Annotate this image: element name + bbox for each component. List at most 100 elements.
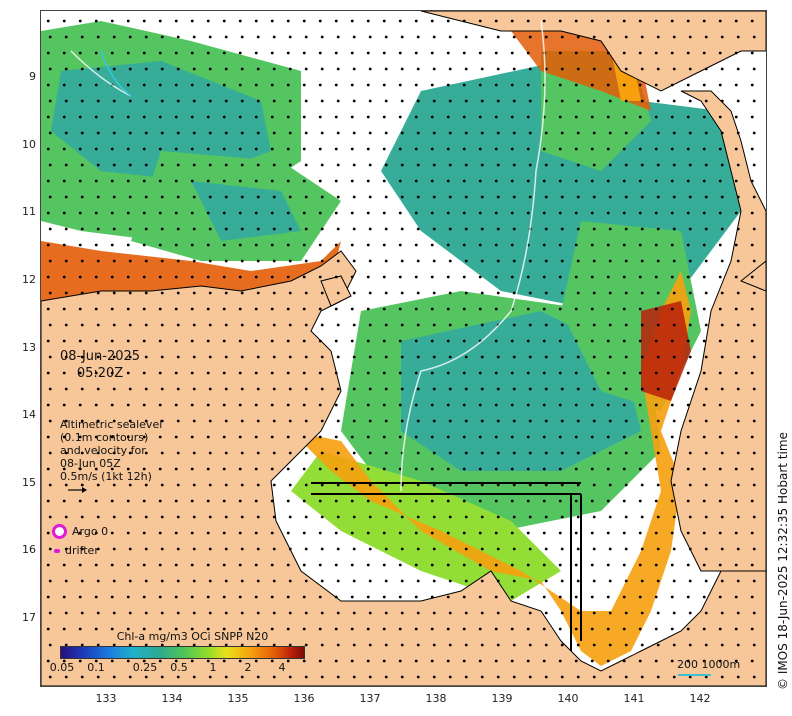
lon-tick-134: 134 (161, 692, 183, 705)
velocity-arrow (752, 131, 756, 135)
velocity-arrow (190, 531, 194, 535)
velocity-arrow (702, 115, 706, 119)
velocity-arrow (638, 435, 642, 439)
velocity-arrow (336, 547, 340, 551)
velocity-arrow (110, 339, 114, 343)
velocity-arrow (688, 131, 692, 135)
velocity-arrow (318, 179, 322, 183)
velocity-arrow (190, 371, 194, 375)
velocity-arrow (432, 99, 436, 103)
velocity-arrow (222, 563, 226, 567)
velocity-arrow (704, 547, 708, 551)
velocity-arrow (526, 339, 530, 343)
velocity-arrow (574, 19, 578, 23)
velocity-arrow (608, 227, 612, 231)
velocity-arrow (368, 163, 372, 167)
velocity-arrow (270, 659, 274, 663)
velocity-arrow (384, 451, 388, 455)
velocity-arrow (78, 467, 82, 471)
velocity-arrow (462, 115, 466, 119)
velocity-arrow (270, 499, 274, 503)
velocity-arrow (350, 627, 354, 631)
velocity-arrow (576, 291, 580, 295)
velocity-arrow (62, 499, 66, 503)
velocity-arrow (256, 643, 260, 647)
velocity-arrow (302, 179, 306, 183)
velocity-arrow (272, 547, 276, 551)
velocity-arrow (478, 499, 482, 503)
velocity-arrow (654, 595, 658, 599)
velocity-arrow (142, 19, 146, 23)
velocity-arrow (160, 419, 164, 423)
velocity-arrow (208, 355, 212, 359)
velocity-arrow (46, 499, 50, 503)
velocity-arrow (478, 467, 482, 471)
velocity-arrow (478, 179, 482, 183)
velocity-arrow (624, 227, 628, 231)
velocity-arrow (334, 435, 338, 439)
velocity-arrow (542, 371, 546, 375)
velocity-arrow (158, 115, 162, 119)
velocity-arrow (64, 579, 68, 583)
velocity-arrow (64, 195, 68, 199)
velocity-arrow (238, 627, 242, 631)
velocity-arrow (670, 243, 674, 247)
velocity-arrow (560, 163, 564, 167)
velocity-arrow (558, 243, 562, 247)
velocity-arrow (640, 451, 644, 455)
velocity-arrow (368, 483, 372, 487)
velocity-arrow (302, 307, 306, 311)
velocity-arrow (128, 419, 132, 423)
velocity-arrow (46, 211, 50, 215)
velocity-arrow (78, 19, 82, 23)
velocity-arrow (494, 531, 498, 535)
velocity-arrow (96, 163, 100, 167)
velocity-arrow (334, 371, 338, 375)
velocity-arrow (240, 355, 244, 359)
velocity-arrow (206, 371, 210, 375)
velocity-arrow (638, 19, 642, 23)
velocity-arrow (704, 451, 708, 455)
velocity-arrow (110, 563, 114, 567)
velocity-arrow (126, 531, 130, 535)
velocity-arrow (334, 563, 338, 567)
velocity-arrow (574, 467, 578, 471)
velocity-arrow (640, 163, 644, 167)
velocity-arrow (48, 387, 52, 391)
velocity-arrow (286, 531, 290, 535)
altimetry-line-1: Altimetric sealevel (60, 418, 163, 431)
velocity-arrow (430, 243, 434, 247)
lon-tick-141: 141 (623, 692, 645, 705)
velocity-arrow (752, 611, 756, 615)
velocity-arrow (352, 131, 356, 135)
velocity-arrow (238, 179, 242, 183)
velocity-arrow (128, 387, 132, 391)
velocity-arrow (64, 323, 68, 327)
velocity-arrow (368, 515, 372, 519)
velocity-arrow (528, 419, 532, 423)
velocity-arrow (430, 531, 434, 535)
velocity-arrow (46, 531, 50, 535)
velocity-arrow (64, 67, 68, 71)
velocity-arrow (270, 51, 274, 55)
velocity-arrow (560, 355, 564, 359)
velocity-arrow (208, 67, 212, 71)
velocity-arrow (112, 227, 116, 231)
velocity-arrow (510, 211, 514, 215)
velocity-arrow (174, 179, 178, 183)
velocity-arrow (608, 259, 612, 263)
velocity-arrow (734, 51, 738, 55)
velocity-arrow (558, 275, 562, 279)
velocity-arrow (734, 179, 738, 183)
velocity-arrow (686, 179, 690, 183)
velocity-arrow (288, 611, 292, 615)
velocity-arrow (286, 115, 290, 119)
velocity-arrow (526, 499, 530, 503)
map-panel[interactable] (40, 10, 767, 687)
velocity-arrow (238, 659, 242, 663)
velocity-arrow (48, 227, 52, 231)
velocity-arrow (526, 275, 530, 279)
velocity-arrow (80, 323, 84, 327)
velocity-arrow (64, 355, 68, 359)
velocity-arrow (112, 675, 116, 679)
